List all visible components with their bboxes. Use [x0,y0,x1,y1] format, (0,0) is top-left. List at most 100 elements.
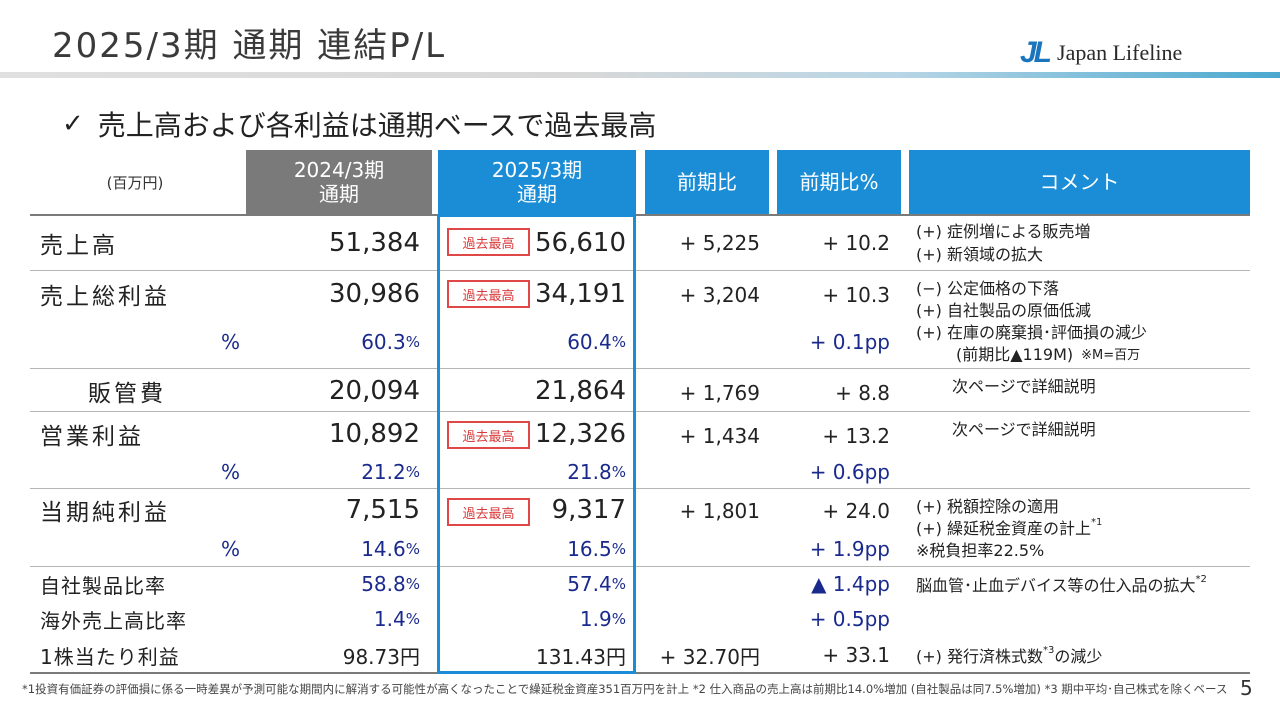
pct-suffix: % [611,333,626,351]
operating-profit-fy2024: 10,892 [329,419,420,449]
sga-fy2025: 21,864 [535,376,626,406]
gross-profit-fy2025: 34,191 [535,279,626,309]
sga-diff: + 1,769 [679,381,760,405]
sales-diff-pct: + 10.2 [822,231,890,255]
row-label-eps: 1株当たり利益 [40,644,180,669]
gross-margin-fy2025-value: 60.4 [567,330,612,354]
gross-margin-pct-label: % [220,330,240,354]
logo-name: Japan Lifeline [1057,40,1183,65]
unit-label: (百万円) [106,173,164,192]
operating-margin-fy2024: 21.2% [250,458,420,486]
own-products-ratio-fy2024-value: 58.8 [361,572,406,596]
record-high-badge: 過去最高 [447,498,530,526]
eps-comment: (+) 発行済株式数 *3 の減少 [916,641,1102,669]
operating-margin-fy2025-value: 21.8 [567,460,612,484]
gross-profit-fy2024: 30,986 [329,279,420,309]
row-divider [30,411,1250,412]
row-label-net-income: 当期純利益 [40,500,170,526]
sales-comment-1: (+) 症例増による販売増 [916,222,1091,241]
header-gradient-bar [0,72,1280,78]
gross-margin-diff: + 0.1pp [809,330,890,354]
pct-suffix: % [611,575,626,593]
column-header-fy2025-line2: 通期 [517,182,557,206]
overseas-ratio-diff: + 0.5pp [809,607,890,631]
operating-margin-fy2024-value: 21.2 [361,460,406,484]
fy2025-highlight-frame [437,214,636,674]
own-products-ratio-fy2025-value: 57.4 [567,572,612,596]
net-margin-pct-label: % [220,537,240,561]
eps-diff-pct: + 33.1 [822,643,890,667]
company-logo: JL Japan Lifeline [1020,36,1240,70]
eps-diff: + 32.70円 [659,644,760,669]
operating-profit-comment: 次ページで詳細説明 [952,420,1096,439]
row-divider [30,270,1250,271]
pct-suffix: % [405,610,420,628]
net-income-comment-1: (+) 税額控除の適用 [916,497,1059,516]
table-top-border [30,214,1250,216]
pct-suffix: % [611,463,626,481]
net-margin-fy2024-value: 14.6 [361,537,406,561]
operating-profit-fy2025: 12,326 [535,419,626,449]
sales-fy2025: 56,610 [535,228,626,258]
net-income-comment-2-text: (+) 繰延税金資産の計上 [916,519,1091,538]
column-header-fy2024-line2: 通期 [319,182,359,206]
gross-profit-comment-detail-text: (前期比▲119M) [956,345,1074,364]
sales-fy2024: 51,384 [329,228,420,258]
net-income-comment-2: (+) 繰延税金資産の計上 *1 [916,516,1103,539]
own-products-ratio-diff: ▲ 1.4pp [811,572,890,596]
check-icon: ✓ [62,109,84,139]
column-header-comment: コメント [909,150,1250,214]
pct-suffix: % [405,575,420,593]
subtitle-text: 売上高および各利益は通期ベースで過去最高 [97,109,657,142]
row-label-gross-profit: 売上総利益 [40,284,170,310]
page-title: 2025/3期 通期 連結P/L [52,26,447,66]
own-products-ratio-fy2024: 58.8% [250,570,420,598]
operating-margin-pct-label: % [220,460,240,484]
operating-margin-diff: + 0.6pp [809,460,890,484]
gross-profit-comment-2: (+) 自社製品の原価低減 [916,301,1091,320]
row-label-sga: 販管費 [88,381,166,407]
sales-diff: + 5,225 [679,231,760,255]
footnote-ref: *3 [1042,644,1055,656]
logo-mark: JL [1020,36,1052,69]
gross-margin-fy2024-value: 60.3 [361,330,406,354]
overseas-ratio-fy2025-value: 1.9 [579,607,612,631]
record-high-badge: 過去最高 [447,228,530,256]
subtitle: ✓ 売上高および各利益は通期ベースで過去最高 [62,104,656,144]
own-products-ratio-comment-text: 脳血管･止血デバイス等の仕入品の拡大 [916,576,1196,595]
net-margin-diff: + 1.9pp [809,537,890,561]
page-number: 5 [1240,676,1253,700]
gross-margin-fy2025: 60.4% [440,328,626,356]
pct-suffix: % [405,540,420,558]
footnote-ref: *2 [1195,573,1207,585]
net-margin-fy2024: 14.6% [250,535,420,563]
operating-margin-fy2025: 21.8% [440,458,626,486]
gross-profit-comment-note: ※M=百万 [1081,347,1141,363]
own-products-ratio-fy2025: 57.4% [440,570,626,598]
column-header-diff-pct: 前期比% [777,150,901,214]
pct-suffix: % [405,333,420,351]
pct-suffix: % [611,610,626,628]
overseas-ratio-fy2024: 1.4% [250,605,420,633]
column-header-fy2024-line1: 2024/3期 [293,158,385,182]
row-divider [30,488,1250,489]
net-income-fy2025: 9,317 [551,495,626,525]
net-margin-fy2025-value: 16.5 [567,537,612,561]
overseas-ratio-fy2025: 1.9% [440,605,626,633]
row-divider [30,368,1250,369]
row-label-own-products-ratio: 自社製品比率 [40,573,166,598]
column-header-fy2025: 2025/3期 通期 [438,150,636,214]
row-divider [30,566,1250,567]
column-header-diff: 前期比 [645,150,769,214]
sga-fy2024: 20,094 [329,376,420,406]
gross-profit-diff-pct: + 10.3 [822,283,890,307]
footnote-ref: *1 [1090,516,1103,528]
sga-diff-pct: + 8.8 [835,381,890,405]
gross-profit-comment-detail: (前期比▲119M) ※M=百万 [956,342,1140,364]
operating-profit-diff-pct: + 13.2 [822,424,890,448]
net-income-fy2024: 7,515 [345,495,420,525]
gross-profit-comment-1: (−) 公定価格の下落 [916,279,1059,298]
footnote: *1投資有価証券の評価損に係る一時差異が予測可能な期間内に解消する可能性が高くな… [22,682,1228,696]
column-header-fy2025-line1: 2025/3期 [491,158,583,182]
net-income-diff: + 1,801 [679,499,760,523]
